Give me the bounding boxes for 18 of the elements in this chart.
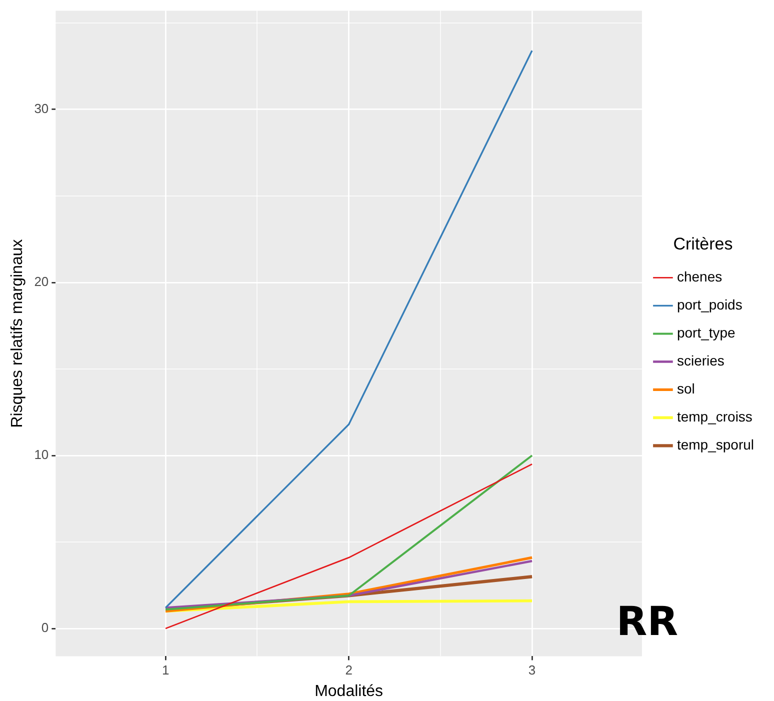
legend-label: temp_croiss [676, 408, 752, 425]
legend-label: sol [676, 380, 695, 397]
y-tick-label: 10 [34, 447, 49, 462]
y-tick-label: 0 [41, 620, 49, 636]
legend-label: scieries [676, 352, 724, 369]
legend-label: chenes [676, 268, 722, 285]
y-axis-title: Risques relatifs marginaux [9, 239, 26, 428]
legend-label: port_type [676, 324, 736, 341]
x-tick-label: 1 [162, 662, 170, 678]
legend-title: Critères [673, 234, 733, 254]
y-tick-label: 20 [34, 274, 49, 290]
legend-label: port_poids [676, 296, 742, 313]
x-tick-label: 3 [528, 662, 536, 678]
y-tick-label: 30 [34, 101, 49, 116]
x-tick-label: 2 [345, 662, 352, 678]
legend-label: temp_sporul [676, 436, 754, 453]
annotation: RR [616, 599, 678, 645]
x-axis-title: Modalités [314, 682, 384, 700]
